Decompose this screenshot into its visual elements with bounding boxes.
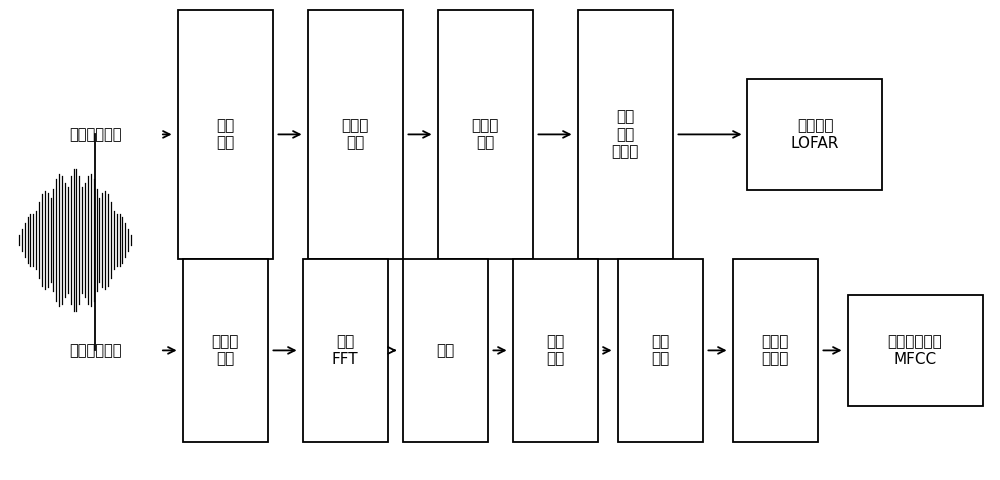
Bar <box>747 79 882 190</box>
Text: 对数
运算: 对数 运算 <box>651 334 669 367</box>
Bar <box>578 10 672 259</box>
Text: 离散余
弦变换: 离散余 弦变换 <box>761 334 789 367</box>
Bar <box>513 259 598 442</box>
Text: 数据
截取: 数据 截取 <box>216 118 234 151</box>
Bar <box>848 295 982 406</box>
Text: 幅值归
一化: 幅值归 一化 <box>341 118 369 151</box>
Text: 梅尔倒谱系数
MFCC: 梅尔倒谱系数 MFCC <box>888 334 942 367</box>
Text: 时频特征
LOFAR: 时频特征 LOFAR <box>791 118 839 151</box>
Bar <box>308 10 402 259</box>
Bar <box>438 10 532 259</box>
Bar <box>302 259 388 442</box>
Bar <box>732 259 818 442</box>
Text: 幅值中
心化: 幅值中 心化 <box>471 118 499 151</box>
Text: 梅尔
滤波: 梅尔 滤波 <box>546 334 564 367</box>
Text: 短时
傅里
叶变换: 短时 傅里 叶变换 <box>611 109 639 159</box>
Bar <box>182 259 268 442</box>
Text: 幅值归
一化: 幅值归 一化 <box>211 334 239 367</box>
Bar <box>178 10 272 259</box>
Bar <box>618 259 702 442</box>
Text: 滑窗
FFT: 滑窗 FFT <box>332 334 358 367</box>
Text: 输入信号数据: 输入信号数据 <box>69 127 121 142</box>
Text: 输入信号数据: 输入信号数据 <box>69 343 121 358</box>
Text: 平方: 平方 <box>436 343 454 358</box>
Bar <box>402 259 488 442</box>
